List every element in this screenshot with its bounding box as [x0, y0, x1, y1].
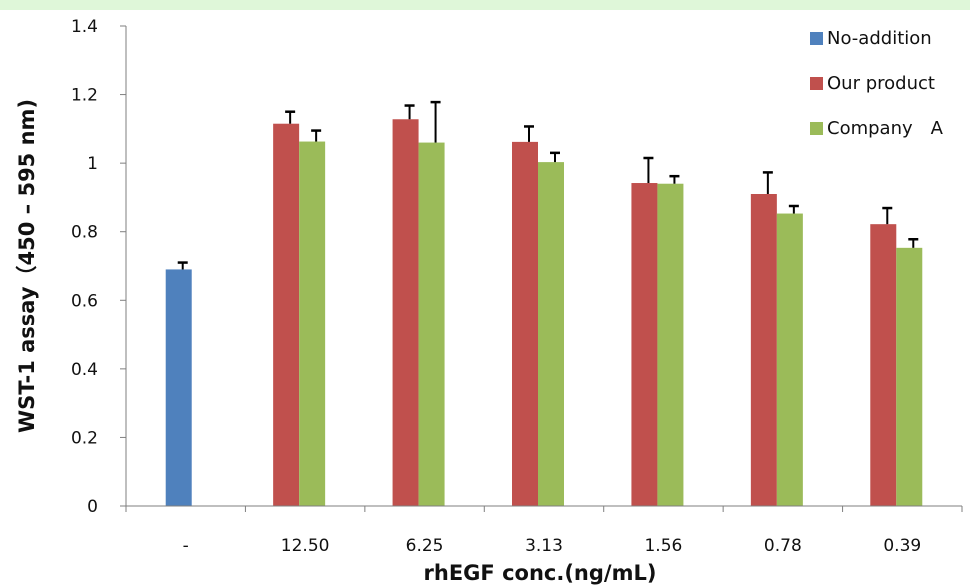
- y-tick-label: 0.6: [71, 291, 98, 311]
- y-axis-title: WST-1 assay（450 – 595 nm): [15, 99, 39, 433]
- bar-our-product: [392, 119, 419, 506]
- bar-company-a: [776, 213, 803, 507]
- legend-swatch-our-product: [810, 77, 823, 90]
- x-tick-label: 6.25: [406, 536, 444, 556]
- bar-our-product: [273, 123, 300, 506]
- legend: No-addition Our product Company A: [810, 28, 944, 139]
- x-tick-label: 0.78: [764, 536, 802, 556]
- legend-label-our-product: Our product: [827, 73, 935, 94]
- bar-no-addition: [165, 269, 192, 506]
- top-band: [0, 0, 970, 10]
- legend-swatch-company-a: [810, 122, 823, 135]
- bar-company-a: [657, 183, 684, 506]
- legend-label-no-addition: No-addition: [827, 28, 932, 49]
- x-axis-ticks: - 12.50 6.25 3.13 1.56 0.78 0.39: [125, 506, 963, 556]
- y-tick-label: 1: [87, 154, 98, 174]
- x-axis-title: rhEGF conc.(ng/mL): [424, 561, 657, 585]
- bar-our-product: [631, 183, 658, 506]
- bar-company-a: [299, 141, 326, 507]
- x-tick-label: 12.50: [281, 536, 330, 556]
- y-tick-label: 0.4: [71, 360, 98, 380]
- y-tick-label: 1.4: [71, 17, 98, 37]
- legend-swatch-no-addition: [810, 32, 823, 45]
- y-tick-label: 0: [87, 497, 98, 517]
- y-tick-label: 0.8: [71, 223, 98, 243]
- x-tick-label: 3.13: [525, 536, 563, 556]
- x-tick-label: -: [183, 536, 189, 556]
- x-tick-label: 0.39: [883, 536, 921, 556]
- bar-company-a: [418, 142, 445, 507]
- x-tick-label: 1.56: [644, 536, 682, 556]
- bar-company-a: [538, 162, 564, 506]
- y-tick-label: 0.2: [71, 428, 98, 448]
- y-tick-label: 1.2: [71, 86, 98, 106]
- bar-our-product: [512, 141, 538, 506]
- bar-our-product: [750, 194, 777, 506]
- plot-area: [165, 100, 923, 507]
- y-axis-ticks: 0 0.2 0.4 0.6 0.8 1 1.2 1.4: [71, 17, 126, 517]
- bar-company-a: [896, 247, 923, 507]
- bar-our-product: [870, 224, 897, 506]
- legend-label-company-a: Company A: [827, 118, 944, 139]
